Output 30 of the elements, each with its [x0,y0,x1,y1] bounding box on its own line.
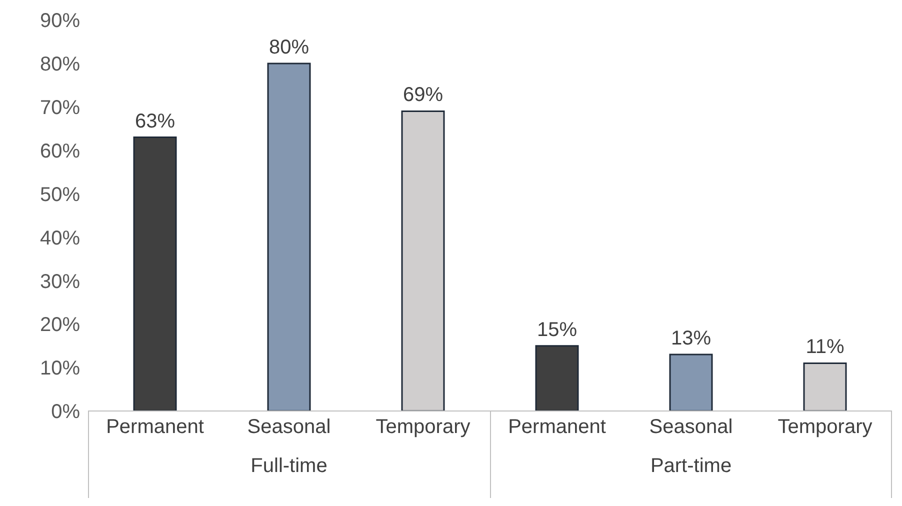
y-tick-label: 50% [40,184,80,206]
text: Full-time [250,455,328,478]
y-tick-label: 90% [40,10,80,32]
x-tick-label: Seasonal [247,416,331,438]
bar [133,136,177,411]
bar [535,345,579,411]
text: Part-time [649,455,733,478]
y-tick-label: 10% [40,358,80,380]
x-tick-label: Temporary [778,416,872,438]
data-label: 63% [134,110,176,132]
x-tick-label: Permanent [508,416,606,438]
data-label: 15% [536,318,578,341]
y-tick-label: 80% [40,54,80,76]
x-tick-label: Temporary [376,416,470,438]
x-tick-label: Seasonal [649,416,733,438]
y-tick-label: 70% [40,96,80,119]
x-tick-label: Permanent [106,416,204,438]
bar [267,62,311,411]
y-tick-label: 20% [40,314,80,336]
y-tick-label: 60% [40,140,80,162]
bar [669,354,713,411]
data-label: 69% [402,84,444,106]
bar [803,362,847,411]
y-tick-label: 0% [51,401,80,424]
data-label: 80% [268,36,310,58]
data-label: 11% [806,336,844,358]
y-tick-label: 30% [40,270,80,293]
data-label: 13% [670,328,712,350]
y-tick-label: 40% [40,227,80,250]
bar [401,110,445,411]
